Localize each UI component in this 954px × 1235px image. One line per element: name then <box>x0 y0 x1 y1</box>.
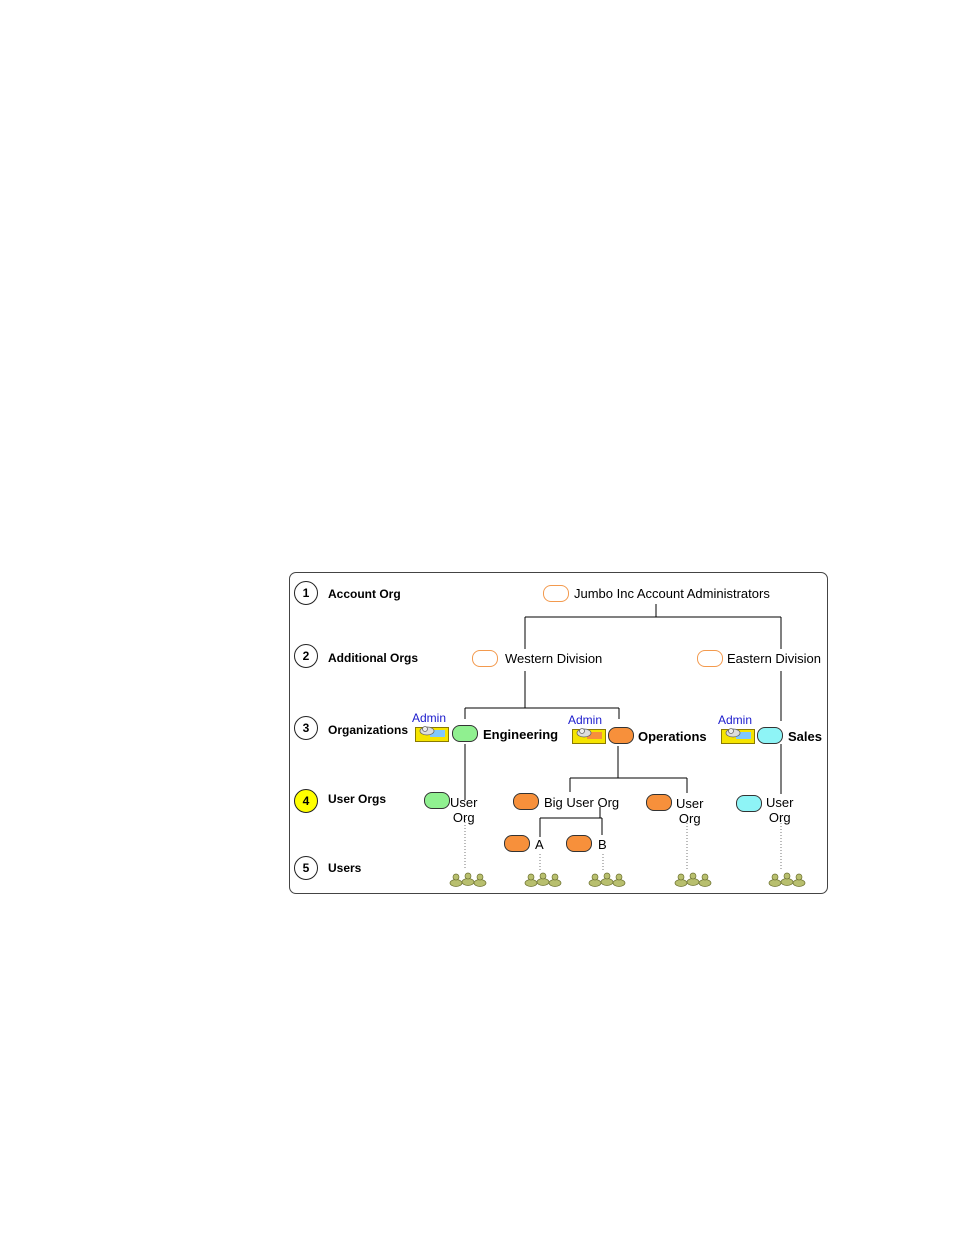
western-division-name: Western Division <box>505 651 603 666</box>
operations-admin-label: Admin <box>568 713 603 727</box>
operations-user-org-shape <box>646 794 672 811</box>
level-4-label: User Orgs <box>328 792 387 806</box>
admin-folder-icon <box>415 726 449 742</box>
level-5-badge: 5 <box>294 856 318 880</box>
operations-shape <box>608 727 634 744</box>
eastern-division-shape <box>697 650 723 667</box>
big-user-org-shape <box>513 793 539 810</box>
western-division-shape <box>472 650 498 667</box>
level-1-label: Account Org <box>328 587 401 601</box>
sales-user-org-shape <box>736 795 762 812</box>
sales-shape <box>757 727 783 744</box>
users-group-icon <box>674 872 712 887</box>
sub-org-b-name: B <box>598 837 607 852</box>
big-user-org-name: Big User Org <box>544 795 620 810</box>
account-org-name: Jumbo Inc Account Administrators <box>574 586 770 601</box>
level-2-label: Additional Orgs <box>328 651 418 665</box>
users-group-icon <box>524 872 562 887</box>
engineering-user-org-name: User Org <box>450 795 478 825</box>
engineering-admin-label: Admin <box>412 711 447 725</box>
eastern-division-name: Eastern Division <box>727 651 821 666</box>
users-group-icon <box>588 872 626 887</box>
level-4-badge: 4 <box>294 789 318 813</box>
level-5-label: Users <box>328 861 362 875</box>
sales-name: Sales <box>788 729 822 744</box>
level-2-badge: 2 <box>294 644 318 668</box>
sub-org-a-shape <box>504 835 530 852</box>
sub-org-b-shape <box>566 835 592 852</box>
operations-user-org-name: User Org <box>676 796 704 826</box>
org-hierarchy-diagram: 1 Account Org 2 Additional Orgs 3 Organi… <box>289 572 828 894</box>
level-3-label: Organizations <box>328 723 409 737</box>
sub-org-a-name: A <box>535 837 544 852</box>
users-group-icon <box>768 872 806 887</box>
engineering-user-org-shape <box>424 792 450 809</box>
sales-admin-label: Admin <box>718 713 753 727</box>
engineering-shape <box>452 725 478 742</box>
admin-folder-icon <box>572 728 606 744</box>
connector-lines <box>464 604 782 871</box>
users-group-icon <box>449 872 487 887</box>
operations-name: Operations <box>638 729 707 744</box>
engineering-name: Engineering <box>483 727 559 742</box>
level-3-badge: 3 <box>294 716 318 740</box>
sales-user-org-name: User Org <box>766 795 794 825</box>
level-1-badge: 1 <box>294 581 318 605</box>
admin-folder-icon <box>721 728 755 744</box>
account-org-shape <box>543 585 569 602</box>
